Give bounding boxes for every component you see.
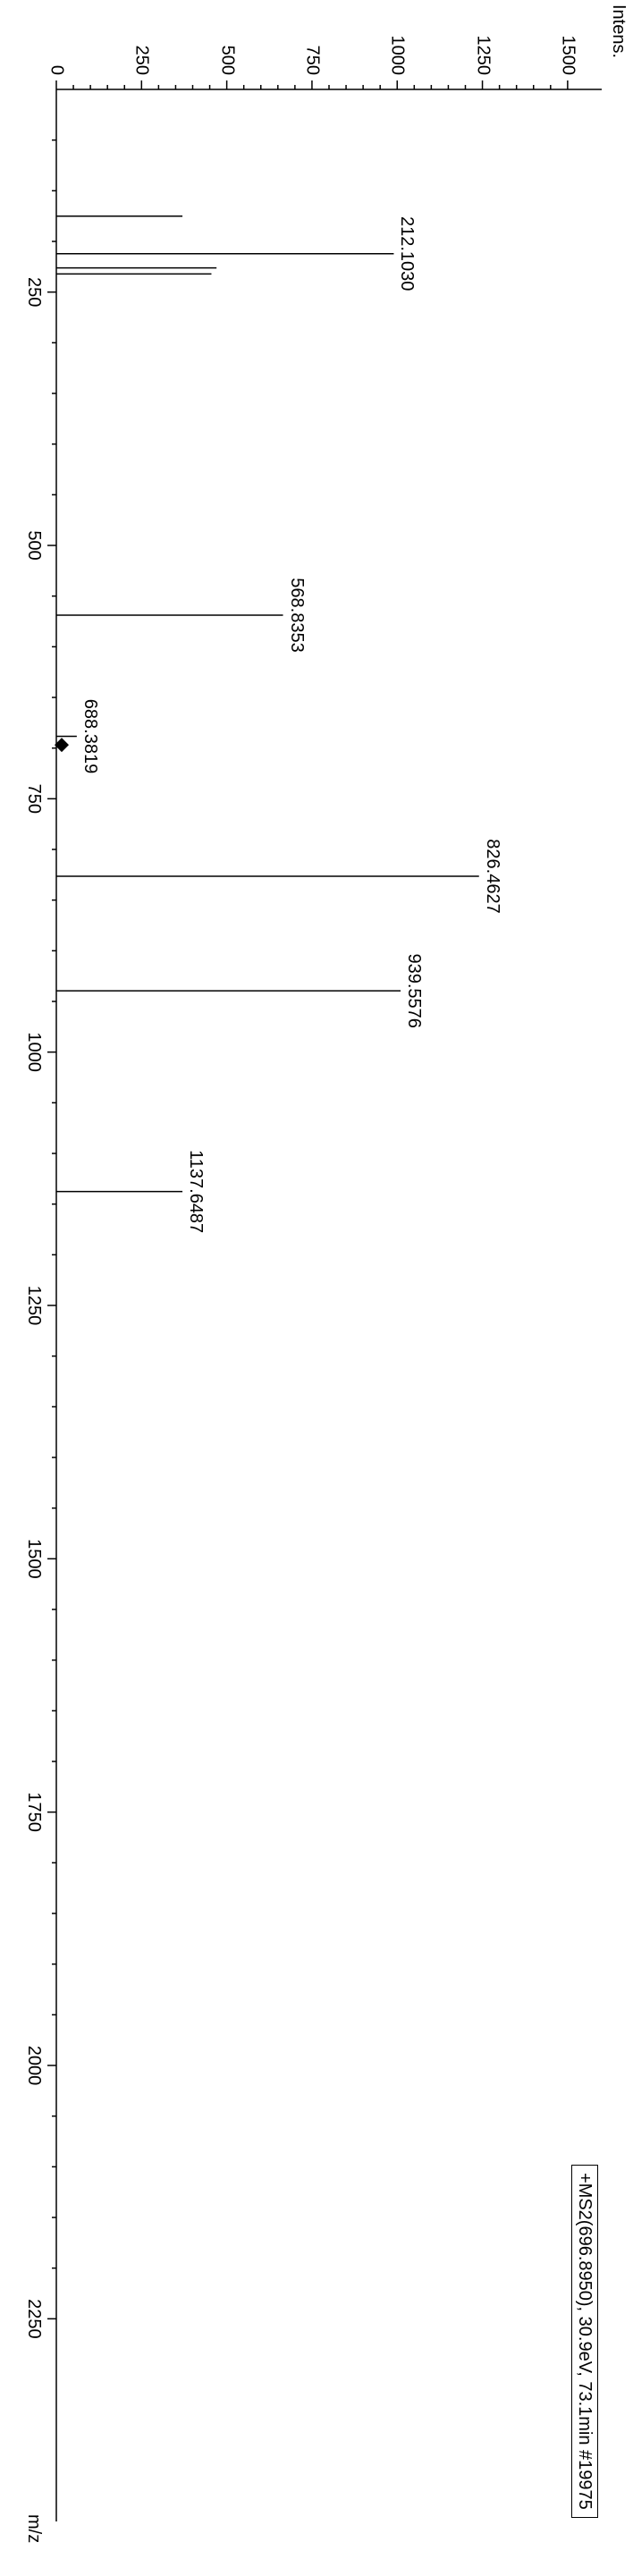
x-tick-label: 750 xyxy=(23,784,44,814)
peak-label: 212.1030 xyxy=(396,216,417,291)
x-tick-label: 250 xyxy=(23,277,44,307)
peak-label: 568.8353 xyxy=(286,578,307,652)
x-tick-label: 1750 xyxy=(23,1792,44,1832)
x-tick-label: 2000 xyxy=(23,2046,44,2086)
y-tick-label: 750 xyxy=(301,46,322,75)
y-tick-label: 250 xyxy=(131,46,152,75)
spectrum-title: +MS2(696.8950), 30.9eV, 73.1min #19975 xyxy=(571,2165,598,2518)
peak-label: 826.4627 xyxy=(482,839,502,913)
x-tick-label: 1250 xyxy=(23,1286,44,1326)
y-axis-label: Intens. xyxy=(608,4,629,58)
y-tick-label: 1250 xyxy=(472,36,493,76)
peak-label: 688.3819 xyxy=(80,699,100,773)
x-tick-label: 500 xyxy=(23,530,44,560)
y-tick-label: 1500 xyxy=(557,36,578,76)
x-tick-label: 1500 xyxy=(23,1539,44,1579)
peak-label: 939.5576 xyxy=(403,953,424,1027)
spectrum-svg xyxy=(0,0,633,2576)
x-tick-label: 1000 xyxy=(23,1032,44,1072)
peak-label: 1137.6487 xyxy=(185,1150,206,1233)
x-tick-label: 2250 xyxy=(23,2299,44,2339)
spectrum-rotated-container: 250 500 750 1000 1250 1500 1750 2000 2250 0 250 500… xyxy=(0,0,633,2576)
spectrum-figure: 250 500 750 1000 1250 1500 1750 2000 2250 0 250 500… xyxy=(0,0,633,2576)
x-axis-label: m/z xyxy=(23,2514,44,2543)
y-tick-label: 1000 xyxy=(387,36,408,76)
y-tick-label: 0 xyxy=(46,65,67,75)
y-tick-label: 500 xyxy=(216,46,237,75)
